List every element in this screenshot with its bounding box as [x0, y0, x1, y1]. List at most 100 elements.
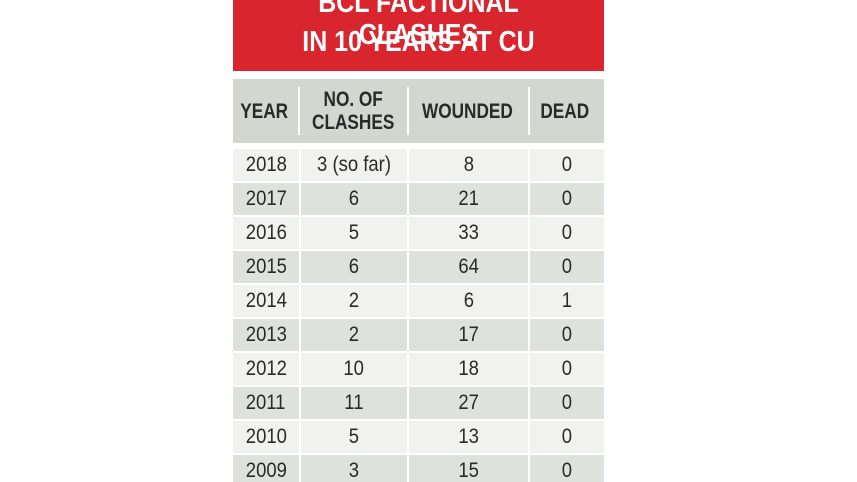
- cell-wounded-value: 18: [458, 357, 479, 380]
- cell-wounded: 27: [409, 387, 528, 419]
- cell-year-value: 2016: [245, 221, 287, 244]
- cell-wounded-value: 21: [458, 187, 479, 210]
- cell-year: 2016: [233, 217, 299, 249]
- cell-wounded: 8: [409, 149, 528, 181]
- cell-clashes: 3 (so far): [301, 149, 407, 181]
- cell-year: 2018: [233, 149, 299, 181]
- table-row: 2015 6 64 0: [233, 251, 604, 285]
- table-header: YEAR NO. OF CLASHES WOUNDED DEAD: [233, 79, 604, 143]
- header-divider: [298, 87, 300, 135]
- cell-clashes: 10: [301, 353, 407, 385]
- cell-clashes-value: 6: [348, 255, 360, 278]
- table-row: 2014 2 6 1: [233, 285, 604, 319]
- table-row: 2012 10 18 0: [233, 353, 604, 387]
- cell-year-value: 2015: [245, 255, 287, 278]
- cell-clashes: 5: [301, 421, 407, 453]
- cell-year-value: 2009: [245, 459, 287, 482]
- cell-year-value: 2012: [245, 357, 287, 380]
- cell-dead: 0: [530, 183, 604, 215]
- cell-dead: 1: [530, 285, 604, 317]
- cell-dead-value: 0: [561, 323, 573, 346]
- table-body: 2018 3 (so far) 8 0 2017 6 21 0 2016 5 33 0 2015 6 64 0…: [233, 149, 604, 482]
- cell-year: 2014: [233, 285, 299, 317]
- cell-clashes-value: 2: [348, 289, 360, 312]
- table-row: 2009 3 15 0: [233, 455, 604, 482]
- cell-wounded: 6: [409, 285, 528, 317]
- column-header-clashes: NO. OF CLASHES: [311, 88, 395, 134]
- cell-clashes-value: 5: [348, 221, 360, 244]
- cell-year-value: 2018: [245, 153, 287, 176]
- cell-wounded: 33: [409, 217, 528, 249]
- cell-dead-value: 0: [561, 221, 573, 244]
- cell-wounded-value: 15: [458, 459, 479, 482]
- cell-dead: 0: [530, 455, 604, 482]
- cell-dead: 0: [530, 149, 604, 181]
- cell-dead-value: 0: [561, 153, 573, 176]
- cell-clashes-value: 2: [348, 323, 360, 346]
- cell-dead-value: 0: [561, 187, 573, 210]
- table-row: 2017 6 21 0: [233, 183, 604, 217]
- cell-clashes: 2: [301, 319, 407, 351]
- cell-year: 2011: [233, 387, 299, 419]
- cell-clashes-value: 6: [348, 187, 360, 210]
- cell-clashes-value: 11: [344, 391, 364, 414]
- cell-clashes: 5: [301, 217, 407, 249]
- cell-dead: 0: [530, 217, 604, 249]
- cell-wounded-value: 27: [458, 391, 479, 414]
- cell-year: 2010: [233, 421, 299, 453]
- cell-dead: 0: [530, 319, 604, 351]
- cell-wounded-value: 6: [463, 289, 474, 312]
- cell-year: 2015: [233, 251, 299, 283]
- header-divider: [528, 87, 530, 135]
- header-divider: [407, 87, 409, 135]
- cell-dead-value: 0: [561, 255, 573, 278]
- cell-year: 2012: [233, 353, 299, 385]
- cell-dead: 0: [530, 421, 604, 453]
- title-line-2: IN 10 YEARS AT CU: [302, 26, 535, 58]
- cell-wounded: 15: [409, 455, 528, 482]
- cell-clashes-value: 3: [348, 459, 360, 482]
- column-header-wounded: WOUNDED: [422, 99, 513, 123]
- cell-clashes: 2: [301, 285, 407, 317]
- cell-dead: 0: [530, 353, 604, 385]
- cell-dead-value: 0: [561, 391, 573, 414]
- cell-year-value: 2017: [245, 187, 287, 210]
- cell-wounded-value: 33: [458, 221, 479, 244]
- cell-clashes: 6: [301, 251, 407, 283]
- table-row: 2018 3 (so far) 8 0: [233, 149, 604, 183]
- cell-dead-value: 0: [561, 425, 573, 448]
- cell-wounded-value: 64: [458, 255, 479, 278]
- cell-year: 2017: [233, 183, 299, 215]
- cell-wounded: 21: [409, 183, 528, 215]
- cell-dead: 0: [530, 387, 604, 419]
- cell-wounded: 13: [409, 421, 528, 453]
- cell-wounded-value: 17: [458, 323, 479, 346]
- cell-dead: 0: [530, 251, 604, 283]
- cell-year-value: 2014: [245, 289, 287, 312]
- cell-clashes-value: 3 (so far): [317, 153, 391, 176]
- cell-dead-value: 0: [561, 357, 573, 380]
- cell-clashes: 11: [301, 387, 407, 419]
- cell-clashes: 3: [301, 455, 407, 482]
- table-row: 2016 5 33 0: [233, 217, 604, 251]
- title-banner: BCL FACTIONAL CLASHES IN 10 YEARS AT CU: [233, 0, 604, 71]
- table-row: 2010 5 13 0: [233, 421, 604, 455]
- cell-year-value: 2013: [245, 323, 287, 346]
- cell-year: 2009: [233, 455, 299, 482]
- cell-wounded: 64: [409, 251, 528, 283]
- cell-clashes-value: 10: [343, 357, 365, 380]
- column-header-dead: DEAD: [540, 99, 590, 123]
- cell-dead-value: 0: [561, 459, 573, 482]
- cell-clashes: 6: [301, 183, 407, 215]
- column-header-year: YEAR: [240, 99, 289, 123]
- cell-year-value: 2011: [246, 391, 286, 414]
- cell-dead-value: 1: [561, 289, 573, 312]
- cell-clashes-value: 5: [348, 425, 360, 448]
- cell-year-value: 2010: [245, 425, 287, 448]
- cell-wounded-value: 8: [463, 153, 474, 176]
- infographic: BCL FACTIONAL CLASHES IN 10 YEARS AT CU …: [233, 0, 604, 482]
- cell-wounded-value: 13: [458, 425, 479, 448]
- table-row: 2013 2 17 0: [233, 319, 604, 353]
- cell-year: 2013: [233, 319, 299, 351]
- title-line-1: BCL FACTIONAL CLASHES: [318, 0, 519, 51]
